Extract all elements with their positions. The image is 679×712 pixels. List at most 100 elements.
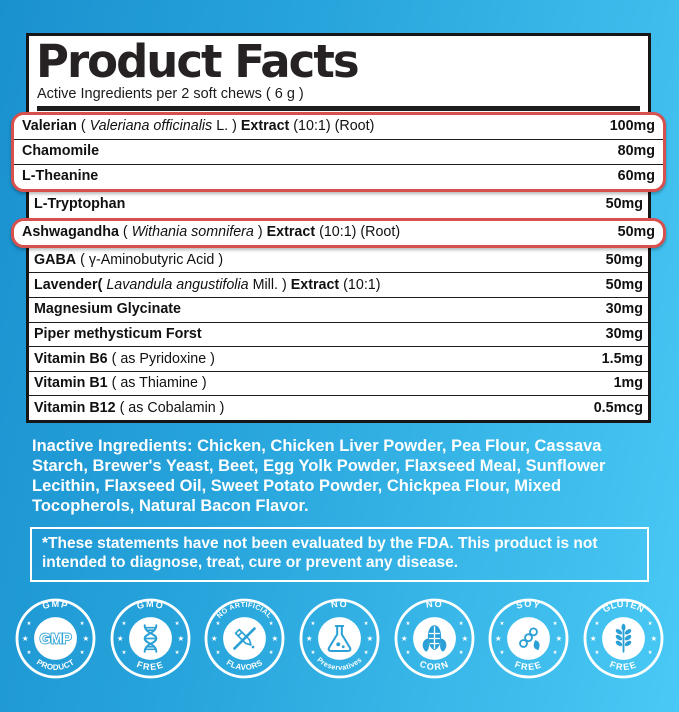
star-icon: ★ [121,650,126,656]
badge-bottom-label: FREE [608,659,638,672]
wheat-icon [615,623,632,653]
star-icon: ★ [269,650,274,656]
ingredient-name: Lavender( Lavandula angustifolia Mill. )… [34,276,381,293]
text-segment: GABA [34,252,77,269]
star-icon: ★ [82,634,89,643]
ingredient-row: Valerian ( Valeriana officinalis L. ) Ex… [14,115,663,139]
ingredient-row: Chamomile 80mg [14,138,663,164]
ingredient-amount: 30mg [605,301,643,318]
badge-bottom-label: PRODUCT [35,658,76,672]
ingredient-group: L-Tryptophan 50mg [29,193,648,217]
badge-top-label: GMP [41,599,69,611]
ingredient-amount: 1mg [613,375,643,392]
text-segment: Withania somnifera [131,224,254,241]
badge-ring [15,598,96,679]
badge-no-corn: NO CORN ★ ★ ★ ★ ★ ★ [393,597,476,680]
badge-ring [204,598,285,679]
text-segment: Piper methysticum Forst [34,325,202,342]
badge-ring [394,598,475,679]
star-icon: ★ [80,621,85,627]
divider [37,106,640,111]
ingredient-row: L-Tryptophan 50mg [29,193,648,217]
star-icon: ★ [553,650,558,656]
ingredient-group: GABA ( γ-Aminobutyric Acid ) 50mg Lavender… [29,248,648,420]
ingredient-row: Vitamin B12 ( as Cobalamin ) 0.5mcg [29,395,648,420]
ingredient-amount: 50mg [605,252,643,269]
star-icon: ★ [553,621,558,627]
star-icon: ★ [272,634,279,643]
star-icon: ★ [121,621,126,627]
gmp-seal-icon: GMP [39,631,74,649]
supplement-label: Product Facts Active Ingredients per 2 s… [0,33,679,680]
badge-no-preservatives: NO Preservatives ★ ★ ★ ★ ★ ★ [298,597,381,680]
star-icon: ★ [458,621,463,627]
badge-bottom-label: FREE [135,659,165,672]
badge-gmo-free: GMO FREE ★ ★ ★ ★ ★ ★ [109,597,192,680]
corn-icon [422,625,446,652]
star-icon: ★ [216,621,221,627]
ingredient-amount: 0.5mcg [593,399,643,416]
text-segment: ) [253,224,267,241]
text-segment: ( [118,224,132,241]
star-icon: ★ [648,650,653,656]
text-segment: ( as Cobalamin ) [115,399,225,416]
star-icon: ★ [117,634,124,643]
star-icon: ★ [405,650,410,656]
badge-seal: SOY FREE ★ ★ ★ ★ ★ ★ [488,598,569,679]
flask-icon [327,625,352,653]
inactive-ingredients-text: Chicken, Chicken Liver Powder, Pea Flour… [32,437,606,516]
ingredient-row: GABA ( γ-Aminobutyric Acid ) 50mg [29,249,648,273]
star-icon: ★ [461,634,468,643]
ingredient-name: Vitamin B6 ( as Pyridoxine ) [34,350,215,367]
badge-center-disc [507,617,551,661]
text-segment: ( γ-Aminobutyric Acid ) [76,252,224,269]
star-icon: ★ [310,621,315,627]
badge-gmp-product: GMP PRODUCT ★ ★ ★ ★ ★ ★ GMP [14,597,97,680]
badge-top-label: GLUTEN [601,599,646,615]
badge-seal: GMP PRODUCT ★ ★ ★ ★ ★ ★ GMP [15,598,96,679]
text-segment: Extract [290,276,340,293]
text-segment: Extract [266,224,316,241]
ingredient-amount: 80mg [617,143,655,160]
ingredient-row: Vitamin B6 ( as Pyridoxine ) 1.5mg [29,346,648,371]
svg-text:GMP: GMP [40,632,73,648]
ingredient-row: Lavender( Lavandula angustifolia Mill. )… [29,272,648,297]
badge-seal: NO Preservatives ★★★★★★ [299,598,380,679]
star-icon: ★ [650,634,657,643]
ingredient-amount: 60mg [617,168,655,185]
serving-info: Active Ingredients per 2 soft chews ( 6 … [37,86,304,102]
ingredient-amount: 50mg [605,276,643,293]
ingredient-name: Ashwagandha ( Withania somnifera ) Extra… [22,225,400,240]
ingredient-row: Vitamin B1 ( as Thiamine ) 1mg [29,370,648,396]
text-segment: Vitamin B12 [34,399,116,416]
product-facts-panel: Product Facts Active Ingredients per 2 s… [11,33,666,423]
star-icon: ★ [216,650,221,656]
star-icon: ★ [364,621,369,627]
text-segment: L. ) [212,118,241,135]
badge-seal: NO ARTIFICIAL FLAVORS ★★★★★★ [204,598,285,679]
badge-top-label: SOY [515,599,542,611]
badge-row: GMP PRODUCT ★ ★ ★ ★ ★ ★ GMP GMO FREE ★ ★ ★ ★ ★ ★ N… [0,597,679,680]
ingredient-name: Vitamin B12 ( as Cobalamin ) [34,399,225,416]
star-icon: ★ [366,634,373,643]
inactive-ingredients: Inactive Ingredients: Chicken, Chicken L… [32,436,653,517]
ingredient-amount: 100mg [609,118,655,135]
badge-ring [583,598,664,679]
star-icon: ★ [211,634,218,643]
ingredient-name: Valerian ( Valeriana officinalis L. ) Ex… [22,119,374,134]
text-segment: Vitamin B1 [34,375,108,392]
text-segment: (10:1) (Root) [315,224,401,241]
star-icon: ★ [556,634,563,643]
ingredient-name: Magnesium Glycinate [34,302,181,317]
text-segment: Chamomile [22,143,100,160]
text-segment: Vitamin B6 [34,350,108,367]
ingredient-row: L-Theanine 60mg [14,163,663,189]
highlighted-ingredient-group: Valerian ( Valeriana officinalis L. ) Ex… [11,111,666,193]
ingredient-amount: 50mg [617,224,655,241]
star-icon: ★ [306,634,313,643]
badge-no-artificial-flavors: NO ARTIFICIAL FLAVORS ★ ★ ★ ★ ★ ★ [203,597,286,680]
dna-icon [143,624,157,653]
ingredient-row: Ashwagandha ( Withania somnifera ) Extra… [14,221,663,245]
ingredient-amount: 30mg [605,325,643,342]
ingredient-table: Valerian ( Valeriana officinalis L. ) Ex… [11,111,666,420]
